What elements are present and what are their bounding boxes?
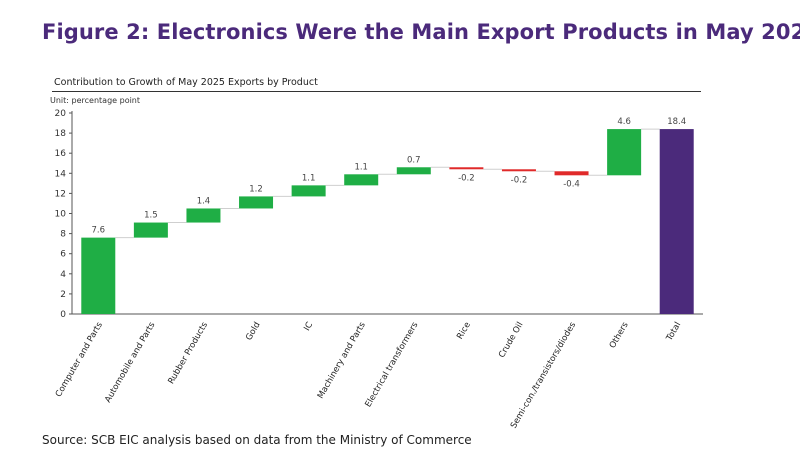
chart-title: Contribution to Growth of May 2025 Expor… bbox=[54, 77, 318, 88]
bar-automobile-and-parts bbox=[133, 222, 168, 238]
category-label: Automobile and Parts bbox=[103, 320, 158, 404]
bar-electrical-transformers bbox=[396, 167, 431, 175]
bar-ic bbox=[291, 185, 326, 197]
bar-gold bbox=[239, 196, 274, 209]
value-label: 1.1 bbox=[354, 162, 368, 172]
bar-rice bbox=[449, 167, 484, 170]
y-tick-label: 12 bbox=[55, 189, 66, 199]
bar-semi-con-transistors-diodes bbox=[554, 171, 589, 176]
connector-lines bbox=[115, 128, 660, 239]
y-tick-label: 2 bbox=[60, 290, 66, 300]
category-label: Rubber Products bbox=[166, 320, 210, 386]
y-tick-label: 4 bbox=[60, 270, 66, 280]
y-tick-label: 18 bbox=[55, 129, 67, 139]
value-label: 1.2 bbox=[249, 184, 263, 194]
category-label: Semi-con./transistors/diodes bbox=[509, 320, 579, 430]
y-tick-label: 20 bbox=[55, 109, 67, 119]
bar-rubber-products bbox=[186, 208, 221, 223]
chart-axes: 0 2 4 6 8 10 12 14 16 18 20 bbox=[55, 109, 703, 320]
category-label: Gold bbox=[244, 321, 262, 343]
value-labels: 7.6 1.5 1.4 1.2 1.1 1.1 0.7 -0.2 -0.2 -0.4 4.6 18.4 bbox=[92, 117, 687, 236]
value-label: 1.4 bbox=[197, 196, 211, 206]
category-label: Crude Oil bbox=[497, 321, 525, 360]
y-tick-label: 14 bbox=[55, 169, 67, 179]
category-label: Electrical transformers bbox=[363, 320, 420, 409]
title-rule bbox=[52, 91, 701, 92]
y-tick-label: 8 bbox=[60, 230, 66, 240]
value-label: -0.4 bbox=[563, 179, 580, 189]
unit-label: Unit: percentage point bbox=[50, 96, 141, 105]
category-label: Total bbox=[664, 321, 683, 344]
bar-machinery-and-parts bbox=[344, 174, 379, 186]
waterfall-chart: 0 2 4 6 8 10 12 14 16 18 20 7.6 1.5 1.4 1.2 1.1 1.1 0.7 -… bbox=[54, 109, 703, 430]
bars bbox=[81, 129, 694, 314]
category-label: IC bbox=[302, 320, 315, 332]
value-label: 0.7 bbox=[407, 155, 421, 165]
y-tick-label: 16 bbox=[55, 149, 67, 159]
bar-others bbox=[607, 129, 642, 176]
value-label: 1.5 bbox=[144, 211, 158, 221]
value-label: 4.6 bbox=[617, 117, 631, 127]
value-label: 18.4 bbox=[667, 117, 686, 127]
source-note: Source: SCB EIC analysis based on data f… bbox=[42, 433, 472, 447]
y-tick-label: 6 bbox=[60, 250, 66, 260]
value-label: -0.2 bbox=[458, 173, 475, 183]
bar-total bbox=[659, 129, 694, 314]
y-tick-label: 10 bbox=[55, 210, 67, 220]
category-label: Computer and Parts bbox=[54, 320, 105, 399]
category-label: Machinery and Parts bbox=[316, 320, 368, 401]
category-label: Rice bbox=[455, 321, 473, 342]
y-tick-label: 0 bbox=[60, 310, 66, 320]
value-label: -0.2 bbox=[511, 175, 528, 185]
figure-title: Figure 2: Electronics Were the Main Expo… bbox=[42, 20, 800, 44]
bar-crude-oil bbox=[501, 169, 536, 172]
value-label: 7.6 bbox=[92, 226, 106, 236]
bar-computer-and-parts bbox=[81, 237, 116, 314]
category-label: Others bbox=[608, 320, 631, 350]
value-label: 1.1 bbox=[302, 173, 316, 183]
